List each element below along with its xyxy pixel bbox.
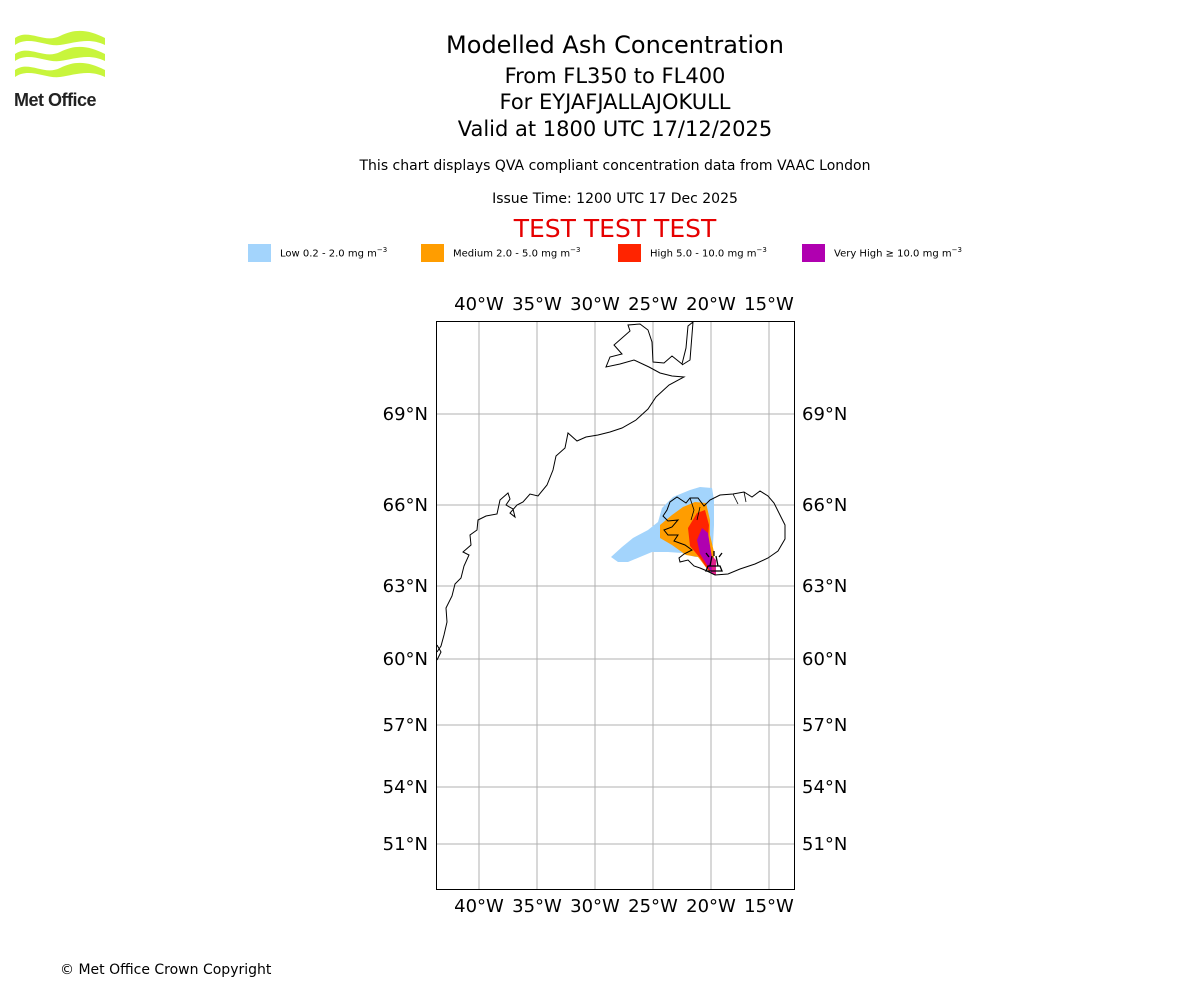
lon-label-bottom: 35°W <box>512 896 562 917</box>
legend-label-very-high: Very High ≥ 10.0 mg m−3 <box>834 246 962 260</box>
lat-label-left: 57°N <box>383 715 428 736</box>
legend-label-high: High 5.0 - 10.0 mg m−3 <box>650 246 767 260</box>
lat-label-right: 69°N <box>802 404 847 425</box>
lat-label-right: 57°N <box>802 715 847 736</box>
lat-label-left: 60°N <box>383 649 428 670</box>
lon-labels-top: 40°W 35°W 30°W 25°W 20°W 15°W <box>454 294 794 315</box>
lat-label-right: 66°N <box>802 495 847 516</box>
legend-swatch-low <box>248 244 271 262</box>
lon-label-top: 20°W <box>686 294 736 315</box>
lat-label-left: 66°N <box>383 495 428 516</box>
test-banner: TEST TEST TEST <box>513 214 717 243</box>
iceland-fjords <box>689 491 747 521</box>
lat-label-left: 51°N <box>383 834 428 855</box>
lon-label-top: 15°W <box>744 294 794 315</box>
lon-label-top: 35°W <box>512 294 562 315</box>
lat-label-left: 63°N <box>383 576 428 597</box>
flight-level-range: From FL350 to FL400 <box>504 64 726 88</box>
lat-label-left: 54°N <box>383 777 428 798</box>
lon-label-bottom: 20°W <box>686 896 736 917</box>
lon-label-bottom: 30°W <box>570 896 620 917</box>
legend-swatch-high <box>618 244 641 262</box>
greenland-coastline-south <box>436 644 442 661</box>
lon-label-bottom: 15°W <box>744 896 794 917</box>
met-office-logo: Met Office <box>14 30 106 110</box>
lat-labels-left: 69°N 66°N 63°N 60°N 57°N 54°N 51°N <box>383 404 428 855</box>
met-office-logo-waves <box>15 30 105 78</box>
ash-area-very-high-core <box>711 555 716 575</box>
legend-swatch-medium <box>421 244 444 262</box>
chart-title: Modelled Ash Concentration <box>446 31 784 59</box>
lon-label-bottom: 25°W <box>628 896 678 917</box>
ash-area-very-high <box>697 528 713 574</box>
greenland-coastline <box>436 320 694 653</box>
legend-label-low: Low 0.2 - 2.0 mg m−3 <box>280 246 388 260</box>
lat-label-right: 63°N <box>802 576 847 597</box>
lon-labels-bottom: 40°W 35°W 30°W 25°W 20°W 15°W <box>454 896 794 917</box>
lon-label-top: 40°W <box>454 294 504 315</box>
lat-label-left: 69°N <box>383 404 428 425</box>
legend-label-medium: Medium 2.0 - 5.0 mg m−3 <box>453 246 581 260</box>
copyright-notice: © Met Office Crown Copyright <box>60 962 272 978</box>
valid-time: Valid at 1800 UTC 17/12/2025 <box>457 117 773 141</box>
map-frame <box>436 321 795 890</box>
lat-label-right: 51°N <box>802 834 847 855</box>
lat-labels-right: 69°N 66°N 63°N 60°N 57°N 54°N 51°N <box>802 404 847 855</box>
lon-label-top: 30°W <box>570 294 620 315</box>
volcano-icon <box>705 551 723 572</box>
lon-label-top: 25°W <box>628 294 678 315</box>
chart-caption: This chart displays QVA compliant concen… <box>359 158 871 174</box>
map-graticule <box>437 322 794 889</box>
volcano-name: For EYJAFJALLAJOKULL <box>499 90 731 114</box>
legend-swatch-very-high <box>802 244 825 262</box>
met-office-logo-text: Met Office <box>14 90 97 110</box>
issue-time: Issue Time: 1200 UTC 17 Dec 2025 <box>492 191 738 207</box>
lon-label-bottom: 40°W <box>454 896 504 917</box>
lat-label-right: 60°N <box>802 649 847 670</box>
lat-label-right: 54°N <box>802 777 847 798</box>
iceland-coastline <box>662 490 786 576</box>
